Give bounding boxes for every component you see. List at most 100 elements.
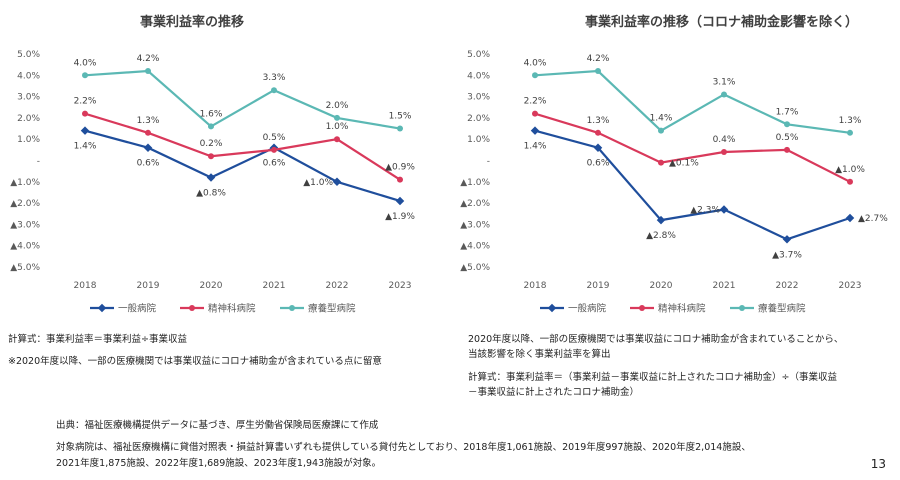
y-tick-label: ▲3.0% bbox=[10, 220, 40, 230]
legend-label-psychiatric: 精神科病院 bbox=[658, 303, 706, 315]
data-label-general: 1.4% bbox=[524, 142, 547, 152]
data-label-longterm: 1.7% bbox=[776, 107, 799, 117]
data-label-psychiatric: 1.3% bbox=[137, 116, 160, 126]
data-point-psychiatric bbox=[721, 148, 727, 155]
data-label-general: ▲1.9% bbox=[385, 212, 415, 222]
data-point-general bbox=[530, 126, 540, 135]
data-label-general: 0.6% bbox=[263, 159, 286, 169]
data-label-psychiatric: 1.3% bbox=[587, 116, 610, 126]
data-point-general bbox=[395, 196, 405, 206]
data-point-longterm bbox=[334, 114, 340, 121]
data-label-general: ▲2.7% bbox=[858, 214, 888, 224]
y-tick-label: 3.0% bbox=[467, 93, 490, 103]
data-point-general bbox=[719, 205, 729, 214]
data-label-general: ▲2.8% bbox=[646, 231, 676, 241]
data-point-longterm bbox=[721, 91, 727, 98]
chart-left: 事業利益率の推移 5.0% 4.0% 3.0% 2.0% 1.0% - ▲1.0% ▲2.0% ▲… bbox=[10, 14, 415, 315]
data-label-longterm: 4.2% bbox=[137, 54, 160, 64]
legend-marker-longterm bbox=[739, 305, 745, 311]
data-label-general: ▲3.7% bbox=[772, 250, 802, 260]
data-label-psychiatric: 0.2% bbox=[200, 139, 223, 149]
x-tick-label: 2020 bbox=[200, 281, 223, 291]
data-point-psychiatric bbox=[271, 146, 277, 153]
source-note: 出典：福祉医療機構提供データに基づき、厚生労働省保険局医療課にて作成 bbox=[56, 420, 379, 431]
data-label-psychiatric: 0.4% bbox=[713, 135, 736, 145]
y-tick-label: ▲3.0% bbox=[460, 220, 490, 230]
data-label-psychiatric: ▲0.9% bbox=[385, 163, 415, 173]
legend-label-general: 一般病院 bbox=[118, 303, 157, 315]
x-tick-label: 2019 bbox=[137, 281, 160, 291]
data-label-longterm: 4.0% bbox=[74, 58, 97, 68]
y-tick-label: ▲2.0% bbox=[460, 199, 490, 209]
legend-marker-psychiatric bbox=[189, 305, 195, 311]
y-tick-label: - bbox=[487, 157, 490, 167]
series-line-longterm bbox=[84, 69, 401, 130]
data-label-longterm: 1.3% bbox=[839, 116, 862, 126]
data-point-general bbox=[782, 235, 792, 244]
x-tick-label: 2022 bbox=[776, 281, 799, 291]
target-note-line1: 対象病院は、福祉医療機構に貸借対照表・損益計算書いずれも提供している貸付先として… bbox=[56, 442, 751, 453]
data-point-psychiatric bbox=[532, 110, 538, 117]
data-label-general: ▲0.8% bbox=[196, 189, 226, 199]
y-tick-label: 4.0% bbox=[17, 71, 40, 81]
data-point-psychiatric bbox=[208, 153, 214, 160]
data-label-longterm: 3.1% bbox=[713, 77, 736, 87]
x-tick-label: 2020 bbox=[650, 281, 673, 291]
data-point-psychiatric bbox=[334, 136, 340, 143]
data-label-longterm: 3.3% bbox=[263, 73, 286, 83]
data-point-longterm bbox=[208, 123, 214, 130]
data-point-psychiatric bbox=[595, 129, 601, 136]
legend-label-psychiatric: 精神科病院 bbox=[208, 303, 256, 315]
data-label-longterm: 2.0% bbox=[326, 101, 349, 111]
series-line-general bbox=[84, 129, 401, 203]
data-point-longterm bbox=[271, 87, 277, 94]
data-point-general bbox=[143, 143, 153, 152]
x-tick-label: 2018 bbox=[524, 281, 547, 291]
y-tick-label: - bbox=[37, 157, 40, 167]
x-tick-label: 2021 bbox=[713, 281, 736, 291]
data-point-general bbox=[80, 126, 90, 135]
data-point-longterm bbox=[847, 129, 853, 136]
y-tick-label: 1.0% bbox=[467, 135, 490, 145]
chart-title: 事業利益率の推移 bbox=[140, 14, 244, 30]
data-point-psychiatric bbox=[784, 146, 790, 153]
data-point-general bbox=[845, 213, 855, 223]
data-point-longterm bbox=[397, 125, 403, 132]
data-point-longterm bbox=[82, 72, 88, 79]
data-point-psychiatric bbox=[847, 178, 853, 185]
y-tick-label: ▲2.0% bbox=[10, 199, 40, 209]
series-line-general bbox=[534, 129, 851, 241]
chart-title: 事業利益率の推移（コロナ補助金影響を除く） bbox=[585, 14, 858, 30]
x-tick-label: 2018 bbox=[74, 281, 97, 291]
legend-label-general: 一般病院 bbox=[568, 303, 607, 315]
right-note-line2: 当該影響を除く事業利益率を算出 bbox=[468, 349, 611, 360]
y-tick-label: ▲4.0% bbox=[460, 242, 490, 252]
y-tick-label: 2.0% bbox=[17, 114, 40, 124]
data-point-longterm bbox=[595, 68, 601, 75]
target-note-line2: 2021年度1,875施設、2022年度1,689施設、2023年度1,943施… bbox=[56, 458, 382, 469]
data-label-longterm: 1.5% bbox=[389, 112, 412, 122]
y-tick-label: 1.0% bbox=[17, 135, 40, 145]
data-point-longterm bbox=[658, 127, 664, 134]
y-tick-label: ▲1.0% bbox=[10, 178, 40, 188]
data-point-psychiatric bbox=[658, 159, 664, 166]
legend-label-longterm: 療養型病院 bbox=[308, 303, 356, 315]
legend-label-longterm: 療養型病院 bbox=[758, 303, 806, 315]
data-point-longterm bbox=[784, 121, 790, 128]
data-label-longterm: 1.6% bbox=[200, 109, 223, 119]
right-formula-line1: 計算式：事業利益率＝（事業利益－事業収益に計上されたコロナ補助金）÷（事業収益 bbox=[468, 372, 837, 383]
data-point-general bbox=[332, 177, 342, 187]
x-tick-label: 2023 bbox=[389, 281, 412, 291]
data-label-general: 0.6% bbox=[137, 159, 160, 169]
series-line-longterm bbox=[534, 69, 851, 134]
legend-marker-general bbox=[97, 303, 107, 313]
data-point-longterm bbox=[145, 68, 151, 75]
y-tick-label: 4.0% bbox=[467, 71, 490, 81]
y-tick-label: 3.0% bbox=[17, 93, 40, 103]
y-tick-label: ▲5.0% bbox=[460, 263, 490, 273]
data-label-psychiatric: ▲1.0% bbox=[835, 165, 865, 175]
y-tick-label: 5.0% bbox=[467, 50, 490, 60]
right-formula-line2: －事業収益に計上されたコロナ補助金） bbox=[468, 387, 640, 398]
data-label-general: 1.4% bbox=[74, 142, 97, 152]
chart-right: 事業利益率の推移（コロナ補助金影響を除く） 5.0% 4.0% 3.0% 2.0% 1.0… bbox=[460, 14, 888, 315]
